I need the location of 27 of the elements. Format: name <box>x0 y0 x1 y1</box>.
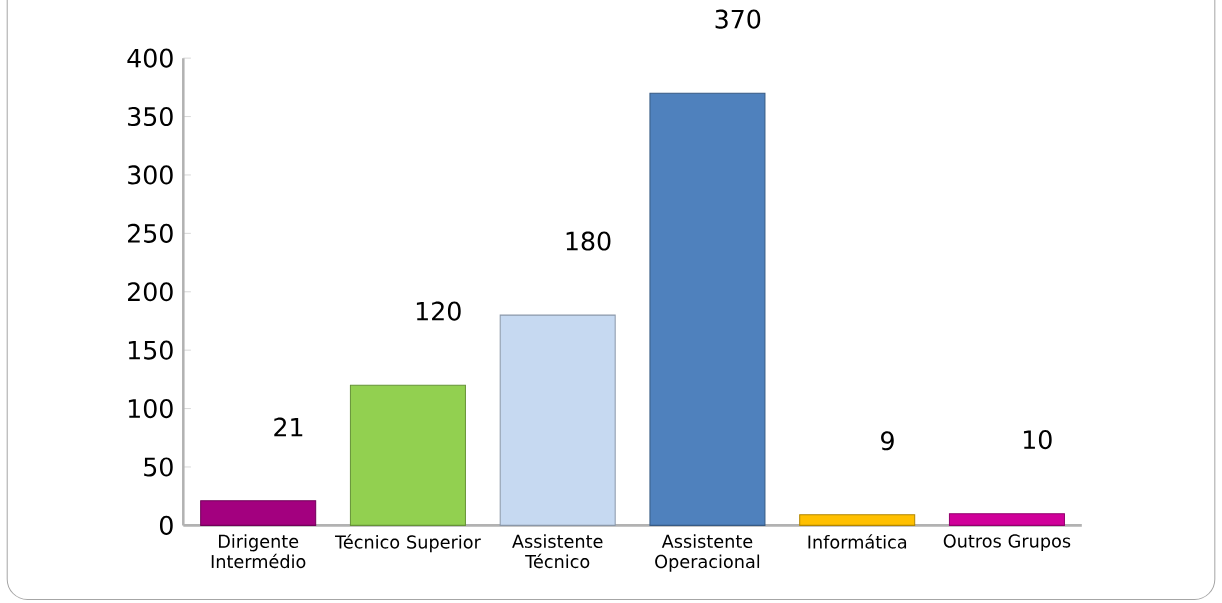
x-tick-label: Informática <box>808 534 907 549</box>
data-label: 120 <box>416 301 461 321</box>
bar <box>349 384 466 526</box>
y-tick-label: 100 <box>128 398 173 419</box>
y-tick-label: 250 <box>128 223 173 243</box>
y-tick-label: 400 <box>127 48 173 68</box>
data-label: 180 <box>566 231 611 251</box>
x-tick-label: Dirigente Intermédio <box>211 534 306 569</box>
y-tick-label: 0 <box>159 515 173 535</box>
x-tick-label: Técnico Superior <box>335 534 481 553</box>
x-tick-label: Outros Grupos <box>943 534 1071 552</box>
bar <box>799 514 916 526</box>
data-label: 370 <box>715 9 761 29</box>
y-tick-label: 150 <box>128 340 173 360</box>
bar <box>499 314 616 526</box>
x-tick-label: Assistente Operacional <box>655 534 760 572</box>
data-label: 21 <box>274 417 303 437</box>
bar <box>948 513 1065 526</box>
y-tick-label: 200 <box>128 282 173 302</box>
bar <box>649 92 766 526</box>
y-tick-label: 50 <box>144 457 173 477</box>
data-label: 9 <box>881 431 894 451</box>
y-tick-label: 350 <box>128 106 173 127</box>
bar <box>200 500 317 526</box>
y-tick-label: 300 <box>128 165 173 185</box>
x-tick-label: Assistente Técnico <box>512 534 603 569</box>
data-label: 10 <box>1023 430 1052 450</box>
